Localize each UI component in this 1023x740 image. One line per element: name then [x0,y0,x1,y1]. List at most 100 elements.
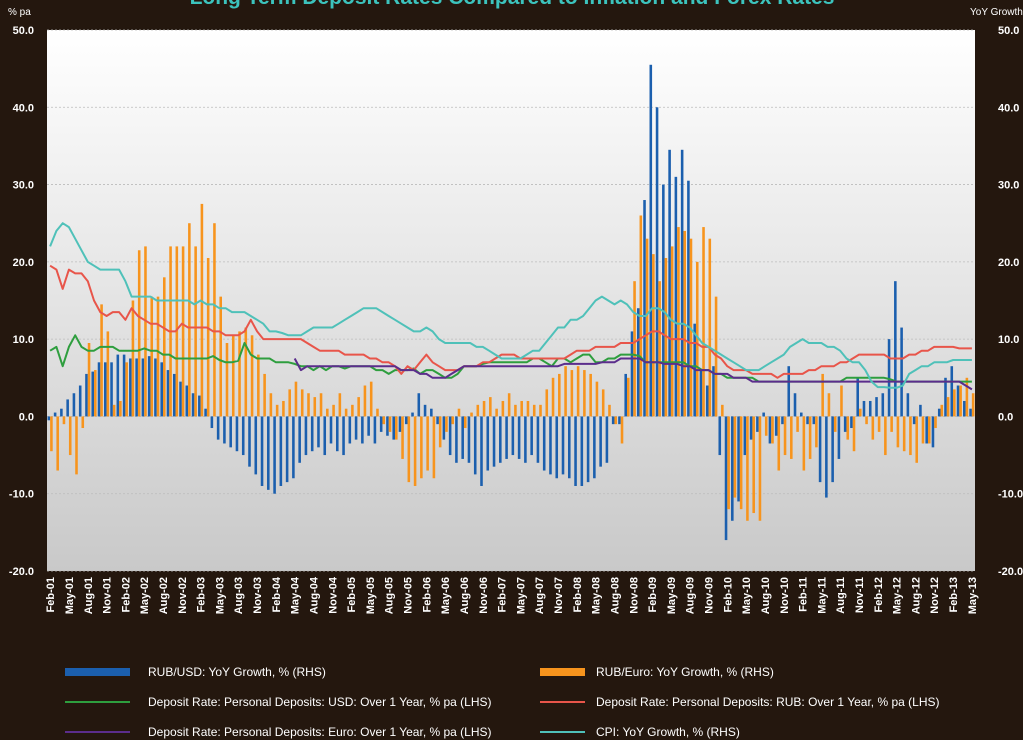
bar [319,393,323,417]
bar [931,416,935,448]
bar [564,366,567,417]
bar [112,404,116,417]
y2-tick-label: 10.0 [998,334,1019,346]
x-tick-label: May-09 [666,577,678,614]
x-tick-label: May-08 [591,577,603,614]
x-tick-label: Nov-02 [177,577,189,614]
bar [695,261,699,417]
bar [937,408,941,417]
bar [856,377,859,417]
y-axis-title: % pa [8,7,31,18]
x-tick-label: Feb-06 [421,577,433,612]
bar [329,416,333,444]
bar [198,395,201,417]
bar [570,370,574,417]
x-tick-label: Aug-06 [459,577,471,614]
bar [172,373,176,417]
bar [576,366,580,417]
y-tick-label: 50.0 [13,25,34,37]
bar [825,416,828,498]
legend-label: RUB/Euro: YoY Growth, % (RHS) [596,665,774,679]
legend-swatch [540,668,585,676]
bar [662,184,665,417]
line [293,357,973,391]
bar [72,393,76,417]
bar [417,393,421,417]
bar [630,331,634,417]
bar [294,381,298,417]
bar [524,416,527,463]
bar [542,416,546,471]
bar [411,412,414,417]
bar [702,227,705,417]
bar [467,416,471,463]
bar [373,416,377,444]
y-tick-label: -20.0 [9,566,34,578]
bar [649,64,653,417]
bar [764,416,768,436]
bar [163,277,166,417]
bar [850,416,853,429]
bar [129,358,132,417]
legend-label: CPI: YoY Growth, % (RHS) [596,725,740,739]
bar [386,416,389,436]
bar [511,416,515,456]
bar [733,416,737,498]
x-tick-label: Feb-03 [196,577,208,612]
bar [300,389,304,417]
bar [950,366,954,417]
bar [68,416,72,456]
x-tick-label: Nov-01 [102,577,114,614]
x-tick-label: Feb-09 [647,577,659,612]
bar [282,400,285,417]
bar [593,416,596,479]
bar [499,416,502,463]
y2-tick-label: 30.0 [998,180,1019,192]
bar [125,362,128,417]
y-tick-label: 10.0 [13,334,34,346]
bar [821,373,824,417]
bar [473,416,477,475]
x-tick-label: May-12 [892,577,904,614]
bar [812,416,816,425]
bar [369,381,373,417]
bar [906,393,910,417]
bar [589,373,592,417]
bar [448,416,452,456]
bar [401,416,404,459]
bar [154,358,157,417]
bar [91,371,95,417]
bar [219,296,223,417]
bar [229,416,232,448]
bar [275,404,279,417]
bar [420,416,423,479]
bar [342,416,345,456]
bar [645,238,649,417]
bar [536,416,540,463]
bar [771,416,774,444]
bar [705,385,709,417]
bar [304,416,308,456]
bar [122,354,126,417]
bar [865,416,868,425]
bar [285,416,289,483]
bar [614,416,618,425]
bar [843,416,847,432]
bar [492,416,496,467]
bar [463,416,467,429]
bar [787,366,791,417]
bar [56,416,59,471]
bar [620,416,624,444]
y2-tick-label: 40.0 [998,102,1019,114]
bar [859,408,862,417]
bar [699,370,703,417]
y-tick-label: 0.0 [19,411,34,423]
bar [267,416,270,490]
x-tick-label: May-10 [741,577,753,614]
grid [47,29,975,572]
bar [310,416,314,452]
legend-swatch [65,668,130,676]
bar [680,149,684,417]
bar [896,416,900,448]
bar [307,393,310,417]
